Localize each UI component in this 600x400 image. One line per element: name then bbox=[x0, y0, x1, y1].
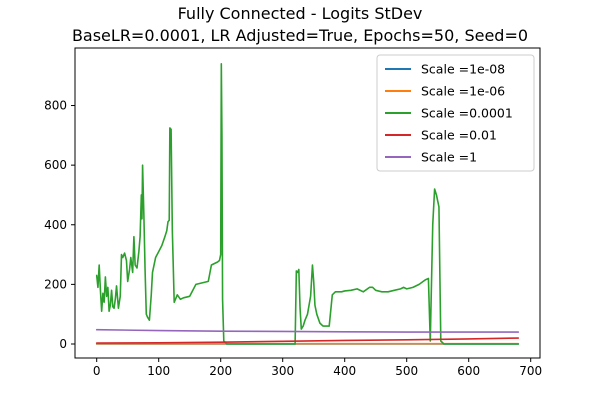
x-tick-label: 600 bbox=[457, 364, 480, 378]
y-tick-label: 800 bbox=[44, 99, 67, 113]
legend-label: Scale =0.01 bbox=[421, 128, 497, 143]
legend: Scale =1e-08 Scale =1e-06 Scale =0.0001 Sca… bbox=[376, 54, 535, 172]
legend-label: Scale =1e-06 bbox=[421, 84, 505, 99]
x-tick-label: 100 bbox=[147, 364, 170, 378]
y-tick-label: 600 bbox=[44, 158, 67, 172]
plot-lines bbox=[95, 62, 520, 345]
x-tick-label: 700 bbox=[519, 364, 542, 378]
x-tick-label: 300 bbox=[271, 364, 294, 378]
x-tick-label: 0 bbox=[93, 364, 101, 378]
y-tick-label: 0 bbox=[59, 337, 67, 351]
series-line-4 bbox=[95, 337, 520, 344]
x-tick-label: 500 bbox=[395, 364, 418, 378]
chart-subtitle: BaseLR=0.0001, LR Adjusted=True, Epochs=… bbox=[72, 26, 528, 45]
chart-title: Fully Connected - Logits StDev bbox=[178, 4, 423, 23]
plot-frame bbox=[74, 47, 541, 359]
y-axis: 0 200 400 600 800 bbox=[44, 99, 75, 351]
legend-label: Scale =1 bbox=[421, 150, 477, 165]
y-tick-label: 200 bbox=[44, 277, 67, 291]
x-axis: 0 100 200 300 400 500 600 700 bbox=[93, 358, 542, 378]
legend-label: Scale =1e-08 bbox=[421, 62, 505, 77]
x-tick-label: 400 bbox=[333, 364, 356, 378]
x-tick-label: 200 bbox=[209, 364, 232, 378]
legend-label: Scale =0.0001 bbox=[421, 106, 513, 121]
y-tick-label: 400 bbox=[44, 218, 67, 232]
series-line-5 bbox=[95, 328, 520, 333]
legend-box bbox=[376, 54, 535, 172]
series-line-3 bbox=[95, 62, 520, 345]
